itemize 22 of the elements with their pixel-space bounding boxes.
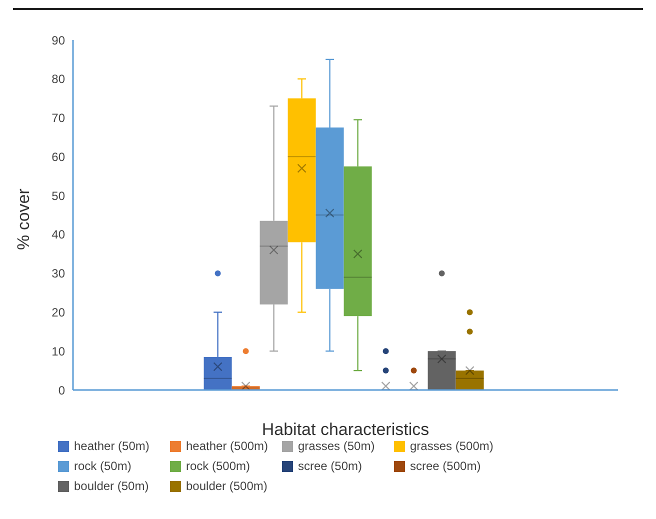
legend-label: grasses (500m) [409,439,494,453]
y-tick-label: 40 [52,228,66,242]
legend-label: rock (50m) [73,459,132,473]
y-tick-label: 90 [52,33,66,48]
legend-label: scree (500m) [409,459,482,473]
legend-label: grasses (50m) [297,439,376,453]
y-tick-label: 10 [52,344,66,358]
legend-label: scree (50m) [297,459,364,473]
legend-label: heather (500m) [185,439,270,453]
y-tick-label: 20 [52,305,66,320]
y-tick-label: 70 [52,111,66,126]
y-tick-label: 80 [52,72,66,86]
y-tick-label: 50 [52,188,66,203]
legend-label: rock (500m) [185,459,252,473]
y-tick-label: 60 [52,150,66,164]
legend-label: boulder (50m) [73,479,150,493]
y-tick-label: 30 [52,266,66,281]
x-axis-title: Habitat characteristics [262,420,430,439]
y-axis-title: % cover [14,188,34,250]
y-tick-label: 0 [58,383,66,398]
legend-label: boulder (500m) [185,479,268,493]
legend-label: heather (50m) [73,439,150,453]
